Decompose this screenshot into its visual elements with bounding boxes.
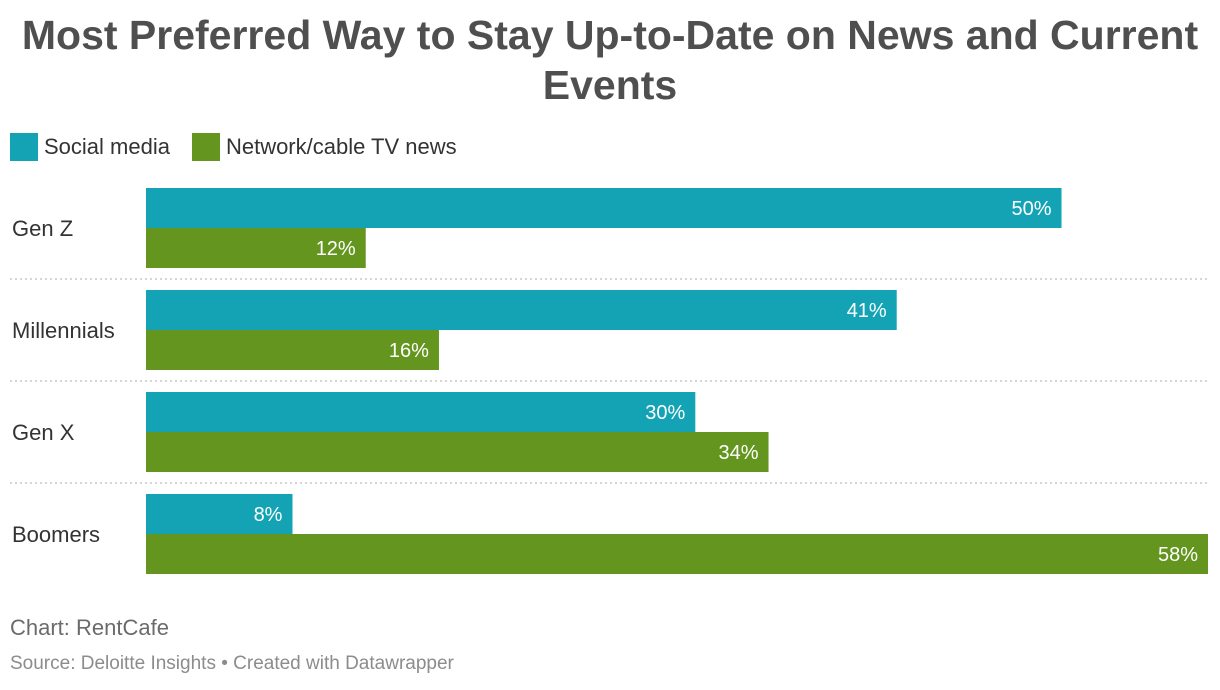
category-label-gen-x: Gen X: [12, 420, 75, 445]
chart-legend: Social media Network/cable TV news: [10, 132, 479, 162]
bar-gen-x-social-media: [146, 392, 696, 432]
bar-gen-x-network-cable-tv-news: [146, 432, 769, 472]
legend-label-tv-news: Network/cable TV news: [225, 134, 457, 159]
chart-credit: Chart: RentCafe: [10, 615, 169, 640]
value-label-gen-x-network-cable-tv-news: 34%: [719, 442, 759, 464]
bar-gen-z-social-media: [146, 188, 1062, 228]
value-label-gen-x-social-media: 30%: [645, 402, 685, 424]
category-label-boomers: Boomers: [12, 522, 100, 547]
bar-gen-z-network-cable-tv-news: [146, 228, 366, 268]
value-label-boomers-network-cable-tv-news: 58%: [1158, 544, 1198, 566]
legend-swatch-social-media: [10, 133, 38, 161]
legend-label-social-media: Social media: [44, 134, 170, 159]
value-label-gen-z-network-cable-tv-news: 12%: [316, 238, 356, 260]
category-label-gen-z: Gen Z: [12, 216, 73, 241]
legend-swatch-tv-news: [191, 133, 220, 161]
legend-item-tv-news: Network/cable TV news: [191, 133, 457, 161]
value-label-millennials-social-media: 41%: [847, 300, 887, 322]
bar-boomers-network-cable-tv-news: [146, 534, 1208, 574]
chart-title: Most Preferred Way to Stay Up-to-Date on…: [21, 12, 1199, 108]
legend-item-social-media: Social media: [10, 133, 170, 161]
category-label-millennials: Millennials: [12, 318, 115, 343]
bar-chart: Gen Z 50% 12% Millennials 41% 16% Gen X 30% 34% B…: [10, 188, 1208, 574]
value-label-gen-z-social-media: 50%: [1011, 198, 1051, 220]
value-label-boomers-social-media: 8%: [254, 504, 283, 526]
bar-boomers-social-media: [146, 494, 293, 534]
bar-millennials-network-cable-tv-news: [146, 330, 439, 370]
chart-source: Source: Deloitte Insights • Created with…: [10, 653, 454, 674]
value-label-millennials-network-cable-tv-news: 16%: [389, 340, 429, 362]
bar-millennials-social-media: [146, 290, 897, 330]
